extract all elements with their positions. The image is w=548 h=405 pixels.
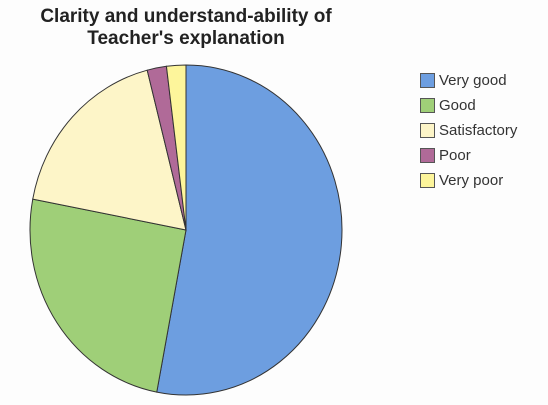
legend-item: Good	[420, 93, 517, 118]
legend-swatch	[420, 73, 435, 88]
legend-swatch	[420, 173, 435, 188]
legend-label: Very good	[439, 72, 507, 89]
pie-slice	[156, 64, 343, 396]
legend-label: Very poor	[439, 172, 504, 189]
chart-title: Clarity and understand-ability of Teache…	[40, 6, 332, 49]
pie-slice	[29, 198, 187, 393]
legend-swatch	[420, 148, 435, 163]
legend-item: Very poor	[420, 168, 517, 193]
legend-item: Poor	[420, 143, 517, 168]
legend: Very good Good Satisfactory Poor Very poor	[420, 68, 517, 193]
pie-slice	[32, 69, 187, 231]
legend-swatch	[420, 123, 435, 138]
legend-item: Satisfactory	[420, 118, 517, 143]
legend-swatch	[420, 98, 435, 113]
legend-label: Satisfactory	[439, 122, 518, 139]
legend-label: Poor	[439, 147, 471, 164]
legend-label: Good	[439, 97, 476, 114]
legend-item: Very good	[420, 68, 517, 93]
pie-slice	[165, 64, 187, 231]
